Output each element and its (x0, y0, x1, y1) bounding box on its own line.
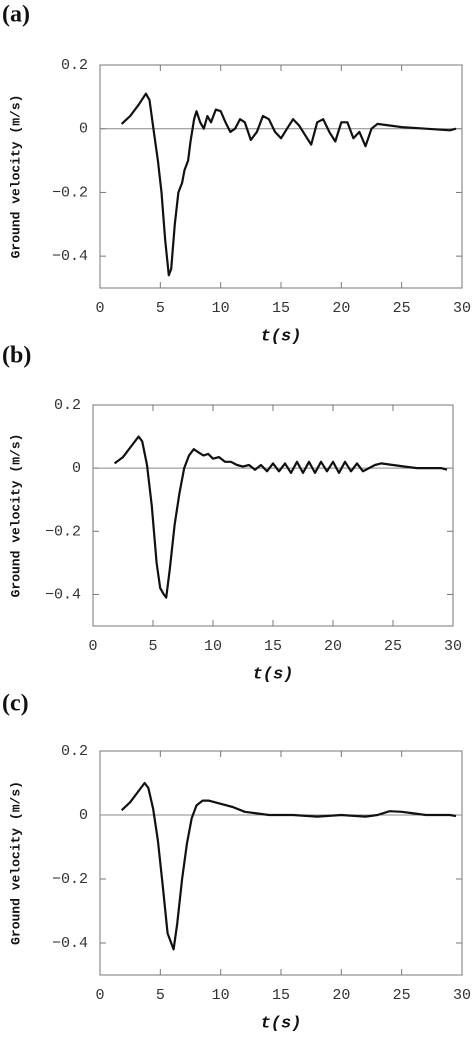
x-tick-label: 30 (453, 300, 471, 317)
x-tick-label: 20 (332, 300, 350, 317)
x-tick-label: 15 (264, 638, 282, 655)
x-tick-label: 25 (393, 300, 411, 317)
x-tick-label: 15 (272, 987, 290, 1004)
y-tick-label: −0.2 (52, 184, 88, 201)
velocity-line (113, 435, 448, 599)
velocity-line (120, 781, 457, 951)
x-tick-label: 5 (156, 987, 165, 1004)
y-tick-label: 0 (79, 807, 88, 824)
y-tick-label: 0 (72, 460, 81, 477)
x-axis-label: t(s) (261, 1014, 302, 1033)
x-axis-label: t(s) (261, 327, 302, 346)
y-axis-label: Ground velocity (m/s) (8, 434, 23, 598)
y-tick-label: 0.2 (54, 397, 81, 414)
y-axis-label: Ground velocity (m/s) (8, 95, 23, 259)
x-tick-label: 0 (95, 300, 104, 317)
y-tick-label: 0.2 (61, 743, 88, 760)
x-tick-label: 10 (212, 300, 230, 317)
panel-label: (b) (2, 343, 31, 369)
x-tick-label: 5 (156, 300, 165, 317)
x-tick-label: 15 (272, 300, 290, 317)
x-tick-label: 25 (384, 638, 402, 655)
y-tick-label: −0.4 (52, 935, 88, 952)
x-tick-label: 0 (95, 987, 104, 1004)
y-axis-label: Ground velocity (m/s) (8, 781, 23, 945)
y-tick-label: 0.2 (61, 57, 88, 74)
y-tick-label: −0.4 (52, 248, 88, 265)
y-tick-label: −0.2 (52, 871, 88, 888)
x-tick-label: 5 (148, 638, 157, 655)
x-tick-label: 20 (324, 638, 342, 655)
x-axis-label: t(s) (253, 665, 294, 684)
velocity-line (120, 92, 457, 277)
x-tick-label: 0 (88, 638, 97, 655)
x-tick-label: 25 (393, 987, 411, 1004)
y-tick-label: −0.4 (45, 586, 81, 603)
x-tick-label: 10 (212, 987, 230, 1004)
plot-frame (99, 64, 463, 289)
plot-frame (92, 404, 454, 627)
panel-label: (a) (2, 2, 30, 28)
x-tick-label: 30 (453, 987, 471, 1004)
plot-frame (99, 750, 463, 976)
y-tick-label: −0.2 (45, 523, 81, 540)
x-tick-label: 30 (444, 638, 462, 655)
y-tick-label: 0 (79, 121, 88, 138)
panel-label: (c) (2, 691, 29, 717)
x-tick-label: 20 (332, 987, 350, 1004)
x-tick-label: 10 (204, 638, 222, 655)
